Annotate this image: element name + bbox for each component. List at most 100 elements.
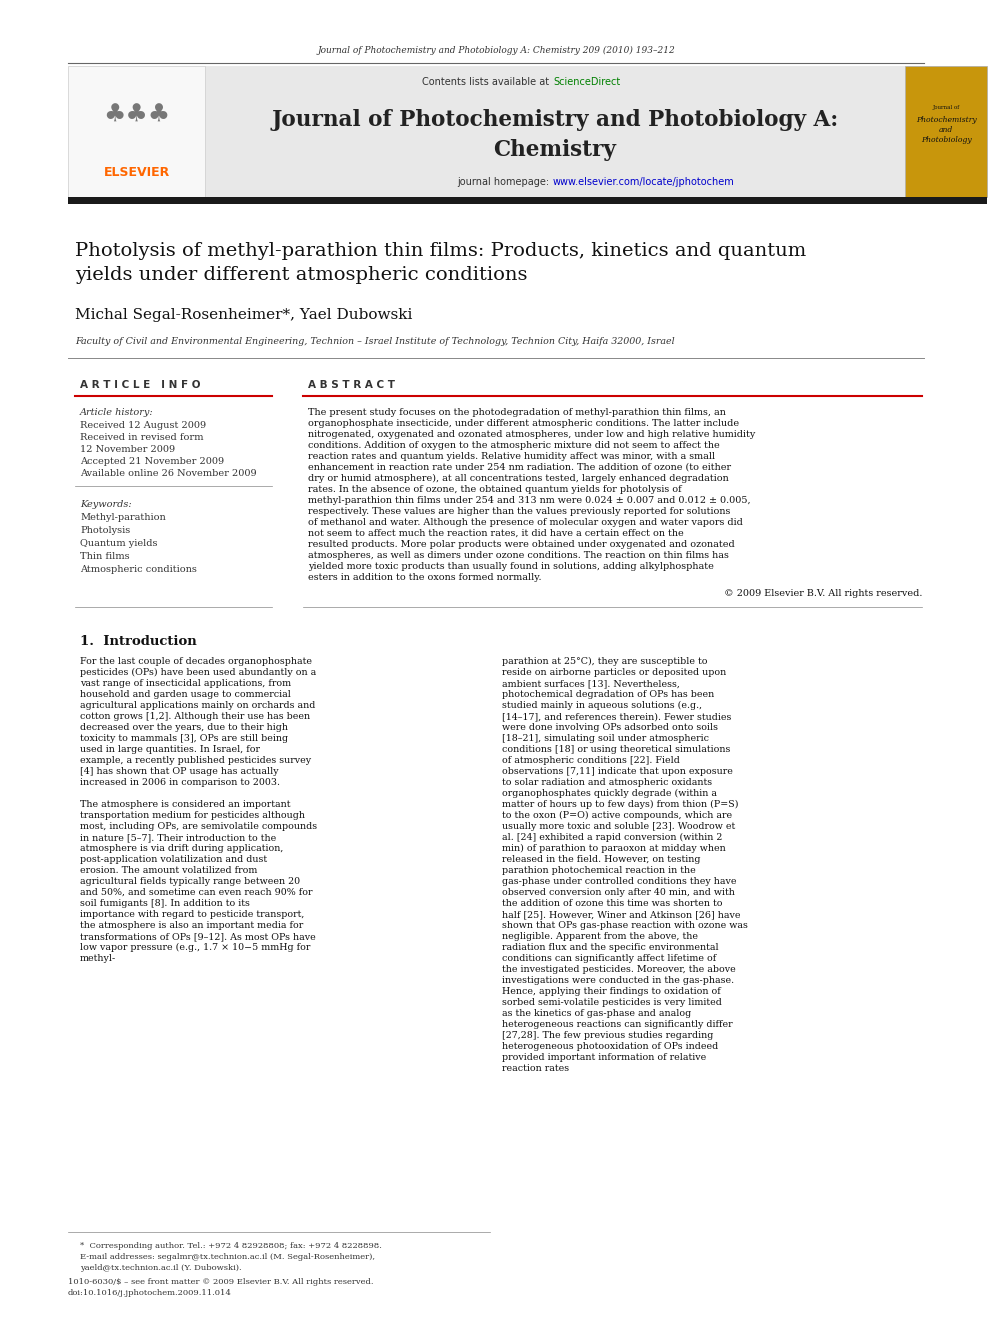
Text: rates. In the absence of ozone, the obtained quantum yields for photolysis of: rates. In the absence of ozone, the obta…	[308, 486, 682, 493]
Text: ScienceDirect: ScienceDirect	[553, 77, 620, 87]
Text: erosion. The amount volatilized from: erosion. The amount volatilized from	[80, 867, 257, 875]
Text: A R T I C L E   I N F O: A R T I C L E I N F O	[80, 380, 200, 390]
Text: usually more toxic and soluble [23]. Woodrow et: usually more toxic and soluble [23]. Woo…	[502, 822, 735, 831]
Text: of methanol and water. Although the presence of molecular oxygen and water vapor: of methanol and water. Although the pres…	[308, 519, 743, 527]
Text: journal homepage:: journal homepage:	[456, 177, 552, 187]
Text: [4] has shown that OP usage has actually: [4] has shown that OP usage has actually	[80, 767, 279, 777]
Text: heterogeneous reactions can significantly differ: heterogeneous reactions can significantl…	[502, 1020, 733, 1029]
Text: Journal of Photochemistry and Photobiology A:: Journal of Photochemistry and Photobiolo…	[272, 108, 838, 131]
Text: half [25]. However, Winer and Atkinson [26] have: half [25]. However, Winer and Atkinson […	[502, 910, 740, 919]
Text: atmosphere is via drift during application,: atmosphere is via drift during applicati…	[80, 844, 284, 853]
Text: Contents lists available at: Contents lists available at	[422, 77, 552, 87]
Text: studied mainly in aqueous solutions (e.g.,: studied mainly in aqueous solutions (e.g…	[502, 701, 702, 710]
Text: The atmosphere is considered an important: The atmosphere is considered an importan…	[80, 800, 291, 808]
Text: © 2009 Elsevier B.V. All rights reserved.: © 2009 Elsevier B.V. All rights reserved…	[723, 589, 922, 598]
Text: observations [7,11] indicate that upon exposure: observations [7,11] indicate that upon e…	[502, 767, 733, 777]
Text: negligible. Apparent from the above, the: negligible. Apparent from the above, the	[502, 931, 698, 941]
Text: released in the field. However, on testing: released in the field. However, on testi…	[502, 855, 700, 864]
Text: nitrogenated, oxygenated and ozonated atmospheres, under low and high relative h: nitrogenated, oxygenated and ozonated at…	[308, 430, 755, 439]
Text: dry or humid atmosphere), at all concentrations tested, largely enhanced degrada: dry or humid atmosphere), at all concent…	[308, 474, 729, 483]
Text: heterogeneous photooxidation of OPs indeed: heterogeneous photooxidation of OPs inde…	[502, 1043, 718, 1050]
Text: E-mail addresses: segalmr@tx.technion.ac.il (M. Segal-Rosenheimer),: E-mail addresses: segalmr@tx.technion.ac…	[80, 1253, 375, 1261]
Text: used in large quantities. In Israel, for: used in large quantities. In Israel, for	[80, 745, 260, 754]
Text: doi:10.1016/j.jphotochem.2009.11.014: doi:10.1016/j.jphotochem.2009.11.014	[68, 1289, 232, 1297]
Text: vast range of insecticidal applications, from: vast range of insecticidal applications,…	[80, 679, 291, 688]
Text: to the oxon (P=O) active compounds, which are: to the oxon (P=O) active compounds, whic…	[502, 811, 732, 820]
Text: al. [24] exhibited a rapid conversion (within 2: al. [24] exhibited a rapid conversion (w…	[502, 833, 722, 843]
Text: yaeld@tx.technion.ac.il (Y. Dubowski).: yaeld@tx.technion.ac.il (Y. Dubowski).	[80, 1263, 242, 1271]
Text: low vapor pressure (e.g., 1.7 × 10−5 mmHg for: low vapor pressure (e.g., 1.7 × 10−5 mmH…	[80, 943, 310, 953]
Text: Quantum yields: Quantum yields	[80, 538, 158, 548]
Text: example, a recently published pesticides survey: example, a recently published pesticides…	[80, 755, 311, 765]
Text: were done involving OPs adsorbed onto soils: were done involving OPs adsorbed onto so…	[502, 722, 718, 732]
Text: min) of parathion to paraoxon at midday when: min) of parathion to paraoxon at midday …	[502, 844, 726, 853]
Bar	[905, 66, 987, 197]
Text: transportation medium for pesticides although: transportation medium for pesticides alt…	[80, 811, 305, 820]
Text: Chemistry: Chemistry	[494, 139, 616, 161]
Text: Atmospheric conditions: Atmospheric conditions	[80, 565, 196, 574]
Text: Photolysis: Photolysis	[80, 527, 130, 534]
Text: post-application volatilization and dust: post-application volatilization and dust	[80, 855, 267, 864]
Text: most, including OPs, are semivolatile compounds: most, including OPs, are semivolatile co…	[80, 822, 317, 831]
Text: Faculty of Civil and Environmental Engineering, Technion – Israel Institute of T: Faculty of Civil and Environmental Engin…	[75, 337, 675, 347]
Text: the investigated pesticides. Moreover, the above: the investigated pesticides. Moreover, t…	[502, 964, 736, 974]
Text: Michal Segal-Rosenheimer*, Yael Dubowski: Michal Segal-Rosenheimer*, Yael Dubowski	[75, 308, 413, 321]
Text: ELSEVIER: ELSEVIER	[104, 165, 170, 179]
Bar	[68, 66, 205, 197]
Text: household and garden usage to commercial: household and garden usage to commercial	[80, 691, 291, 699]
Text: [27,28]. The few previous studies regarding: [27,28]. The few previous studies regard…	[502, 1031, 713, 1040]
Text: www.elsevier.com/locate/jphotochem: www.elsevier.com/locate/jphotochem	[553, 177, 735, 187]
Text: shown that OPs gas-phase reaction with ozone was: shown that OPs gas-phase reaction with o…	[502, 921, 748, 930]
Text: Received 12 August 2009: Received 12 August 2009	[80, 421, 206, 430]
Text: Hence, applying their findings to oxidation of: Hence, applying their findings to oxidat…	[502, 987, 721, 996]
Text: agricultural fields typically range between 20: agricultural fields typically range betw…	[80, 877, 301, 886]
Text: reaction rates: reaction rates	[502, 1064, 569, 1073]
Text: of atmospheric conditions [22]. Field: of atmospheric conditions [22]. Field	[502, 755, 680, 765]
Text: parathion at 25°C), they are susceptible to: parathion at 25°C), they are susceptible…	[502, 658, 707, 665]
Text: methyl-parathion thin films under 254 and 313 nm were 0.024 ± 0.007 and 0.012 ± : methyl-parathion thin films under 254 an…	[308, 496, 751, 505]
Text: Journal of Photochemistry and Photobiology A: Chemistry 209 (2010) 193–212: Journal of Photochemistry and Photobiolo…	[317, 45, 675, 54]
Text: investigations were conducted in the gas-phase.: investigations were conducted in the gas…	[502, 976, 734, 986]
Text: [14–17], and references therein). Fewer studies: [14–17], and references therein). Fewer …	[502, 712, 731, 721]
Bar	[68, 197, 987, 204]
Bar	[205, 66, 905, 197]
Text: yielded more toxic products than usually found in solutions, adding alkylphospha: yielded more toxic products than usually…	[308, 562, 714, 572]
Text: increased in 2006 in comparison to 2003.: increased in 2006 in comparison to 2003.	[80, 778, 280, 787]
Text: *  Corresponding author. Tel.: +972 4 82928808; fax: +972 4 8228898.: * Corresponding author. Tel.: +972 4 829…	[80, 1242, 382, 1250]
Text: Available online 26 November 2009: Available online 26 November 2009	[80, 468, 257, 478]
Text: ♣♣♣: ♣♣♣	[103, 103, 171, 127]
Text: reaction rates and quantum yields. Relative humidity affect was minor, with a sm: reaction rates and quantum yields. Relat…	[308, 452, 715, 460]
Text: cotton grows [1,2]. Although their use has been: cotton grows [1,2]. Although their use h…	[80, 712, 310, 721]
Text: observed conversion only after 40 min, and with: observed conversion only after 40 min, a…	[502, 888, 735, 897]
Text: ambient surfaces [13]. Nevertheless,: ambient surfaces [13]. Nevertheless,	[502, 679, 680, 688]
Text: matter of hours up to few days) from thion (P=S): matter of hours up to few days) from thi…	[502, 800, 738, 810]
Text: [18–21], simulating soil under atmospheric: [18–21], simulating soil under atmospher…	[502, 734, 709, 744]
Text: Methyl-parathion: Methyl-parathion	[80, 513, 166, 523]
Text: Keywords:: Keywords:	[80, 500, 132, 509]
Text: Journal of: Journal of	[932, 106, 959, 111]
Text: Article history:: Article history:	[80, 407, 154, 417]
Text: 1.  Introduction: 1. Introduction	[80, 635, 196, 648]
Text: resulted products. More polar products were obtained under oxygenated and ozonat: resulted products. More polar products w…	[308, 540, 735, 549]
Text: sorbed semi-volatile pesticides is very limited: sorbed semi-volatile pesticides is very …	[502, 998, 722, 1007]
Text: photochemical degradation of OPs has been: photochemical degradation of OPs has bee…	[502, 691, 714, 699]
Text: agricultural applications mainly on orchards and: agricultural applications mainly on orch…	[80, 701, 315, 710]
Text: atmospheres, as well as dimers under ozone conditions. The reaction on thin film: atmospheres, as well as dimers under ozo…	[308, 550, 729, 560]
Text: parathion photochemical reaction in the: parathion photochemical reaction in the	[502, 867, 695, 875]
Text: importance with regard to pesticide transport,: importance with regard to pesticide tran…	[80, 910, 305, 919]
Text: provided important information of relative: provided important information of relati…	[502, 1053, 706, 1062]
Text: Accepted 21 November 2009: Accepted 21 November 2009	[80, 456, 224, 466]
Text: Photochemistry
and
Photobiology: Photochemistry and Photobiology	[916, 116, 976, 144]
Text: For the last couple of decades organophosphate: For the last couple of decades organopho…	[80, 658, 312, 665]
Text: enhancement in reaction rate under 254 nm radiation. The addition of ozone (to e: enhancement in reaction rate under 254 n…	[308, 463, 731, 472]
Text: organophosphates quickly degrade (within a: organophosphates quickly degrade (within…	[502, 789, 717, 798]
Text: transformations of OPs [9–12]. As most OPs have: transformations of OPs [9–12]. As most O…	[80, 931, 315, 941]
Text: soil fumigants [8]. In addition to its: soil fumigants [8]. In addition to its	[80, 900, 250, 908]
Text: Thin films: Thin films	[80, 552, 130, 561]
Text: toxicity to mammals [3], OPs are still being: toxicity to mammals [3], OPs are still b…	[80, 734, 288, 744]
Text: reside on airborne particles or deposited upon: reside on airborne particles or deposite…	[502, 668, 726, 677]
Text: the atmosphere is also an important media for: the atmosphere is also an important medi…	[80, 921, 304, 930]
Text: 12 November 2009: 12 November 2009	[80, 445, 176, 454]
Text: 1010-6030/$ – see front matter © 2009 Elsevier B.V. All rights reserved.: 1010-6030/$ – see front matter © 2009 El…	[68, 1278, 374, 1286]
Text: as the kinetics of gas-phase and analog: as the kinetics of gas-phase and analog	[502, 1009, 691, 1017]
